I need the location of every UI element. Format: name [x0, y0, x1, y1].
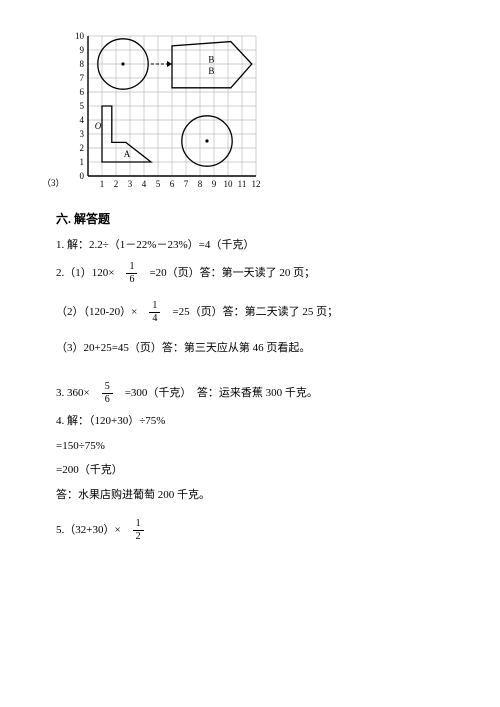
- svg-text:B: B: [208, 55, 214, 65]
- svg-text:9: 9: [212, 179, 217, 189]
- svg-text:7: 7: [184, 179, 189, 189]
- svg-text:3: 3: [80, 129, 85, 139]
- answer-2-1: 2.（1）120× 1 6 =20（页）答：第一天读了 20 页；: [56, 262, 444, 285]
- svg-text:7: 7: [80, 73, 85, 83]
- svg-text:2: 2: [114, 179, 119, 189]
- svg-text:0: 0: [80, 171, 85, 181]
- answer-5: 5.（32+30）× 1 2: [56, 519, 444, 542]
- text: =20（页）答：第一天读了 20 页；: [149, 265, 315, 282]
- text: 2.（1）120×: [56, 265, 114, 282]
- svg-text:1: 1: [100, 179, 105, 189]
- fraction: 1 6: [126, 262, 137, 285]
- fraction: 5 6: [102, 382, 113, 405]
- svg-text:4: 4: [80, 115, 85, 125]
- svg-text:9: 9: [80, 45, 85, 55]
- grid-figure: （3） 123456789101112012345678910BBAO: [68, 30, 444, 192]
- svg-text:5: 5: [80, 101, 85, 111]
- text: =300（千克） 答：运来香蕉 300 千克。: [125, 385, 318, 402]
- grid-svg: 123456789101112012345678910BBAO: [68, 30, 268, 192]
- svg-text:5: 5: [156, 179, 161, 189]
- answer-4-step1: 4. 解：（120+30）÷75%: [56, 413, 444, 430]
- svg-text:8: 8: [80, 59, 85, 69]
- answer-2-2: （2）（120-20）× 1 4 =25（页）答：第二天读了 25 页；: [56, 301, 444, 324]
- svg-text:3: 3: [128, 179, 133, 189]
- answer-3: 3. 360× 5 6 =300（千克） 答：运来香蕉 300 千克。: [56, 382, 444, 405]
- answer-4-final: 答：水果店购进葡萄 200 千克。: [56, 487, 444, 504]
- svg-text:A: A: [124, 149, 131, 159]
- svg-text:10: 10: [224, 179, 234, 189]
- fraction: 1 4: [149, 301, 160, 324]
- svg-text:O: O: [95, 121, 102, 131]
- svg-text:6: 6: [170, 179, 175, 189]
- svg-text:10: 10: [75, 31, 85, 41]
- svg-text:11: 11: [238, 179, 247, 189]
- svg-text:6: 6: [80, 87, 85, 97]
- svg-text:8: 8: [198, 179, 203, 189]
- fraction: 1 2: [133, 519, 144, 542]
- section-title: 六. 解答题: [56, 210, 444, 227]
- answer-4-step3: =200（千克）: [56, 462, 444, 479]
- text: 5.（32+30）×: [56, 522, 121, 539]
- svg-text:12: 12: [252, 179, 261, 189]
- answer-1: 1. 解：2.2÷（1－22%－23%）=4（千克）: [56, 237, 444, 254]
- svg-text:2: 2: [80, 143, 85, 153]
- answer-4-step2: =150÷75%: [56, 438, 444, 455]
- svg-text:4: 4: [142, 179, 147, 189]
- svg-text:1: 1: [80, 157, 85, 167]
- text: =25（页）答：第二天读了 25 页；: [172, 304, 338, 321]
- answer-2-3: （3）20+25=45（页）答：第三天应从第 46 页看起。: [56, 340, 444, 357]
- label-q3: （3）: [42, 176, 65, 189]
- svg-text:B: B: [208, 66, 214, 76]
- text: 3. 360×: [56, 385, 90, 402]
- text: （2）（120-20）×: [56, 304, 137, 321]
